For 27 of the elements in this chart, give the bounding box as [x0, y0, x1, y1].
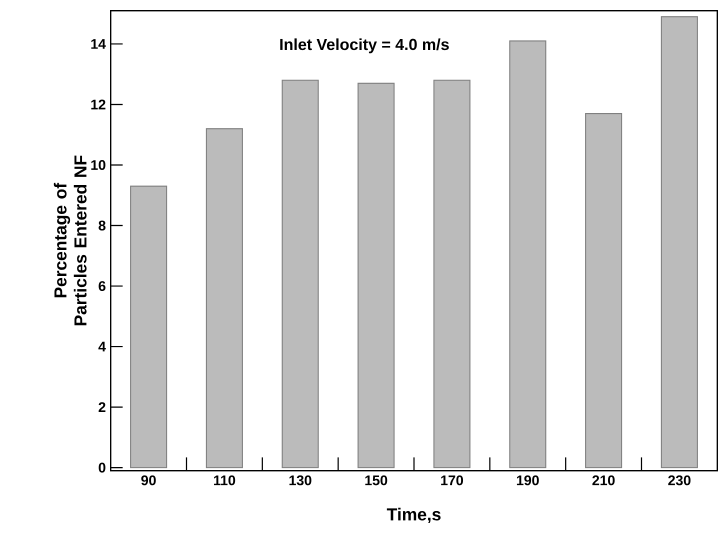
x-tick-label: 190 [516, 475, 539, 486]
bar [433, 80, 470, 468]
x-tick-label: 110 [214, 475, 236, 486]
x-tick-label: 130 [289, 475, 312, 486]
x-tick-label: 170 [441, 475, 464, 486]
y-tick-label: 4 [98, 342, 106, 352]
bar [358, 82, 395, 468]
y-tick-label: 6 [98, 281, 106, 292]
y-tick-label: 2 [98, 402, 106, 412]
bar [282, 80, 319, 468]
x-axis-title: Time,s [386, 508, 441, 524]
x-tick-label: 230 [668, 475, 691, 486]
bar [130, 186, 168, 468]
y-tick-label: 14 [91, 39, 106, 49]
bar [206, 128, 243, 468]
x-tick-label: 90 [141, 475, 156, 486]
y-tick-label: 12 [91, 100, 106, 110]
y-tick-label: 8 [98, 220, 106, 230]
x-tick-label: 210 [592, 475, 615, 486]
y-axis-title: Percentage of Particles Entered NF [54, 156, 87, 326]
bar [585, 113, 622, 468]
annotation: Inlet Velocity = 4.0 m/s [280, 38, 449, 54]
x-tick-label: 150 [365, 475, 388, 486]
bar [660, 16, 698, 468]
y-tick-label: 10 [91, 160, 106, 170]
y-tick-label: 0 [98, 462, 106, 473]
bar [509, 40, 546, 468]
